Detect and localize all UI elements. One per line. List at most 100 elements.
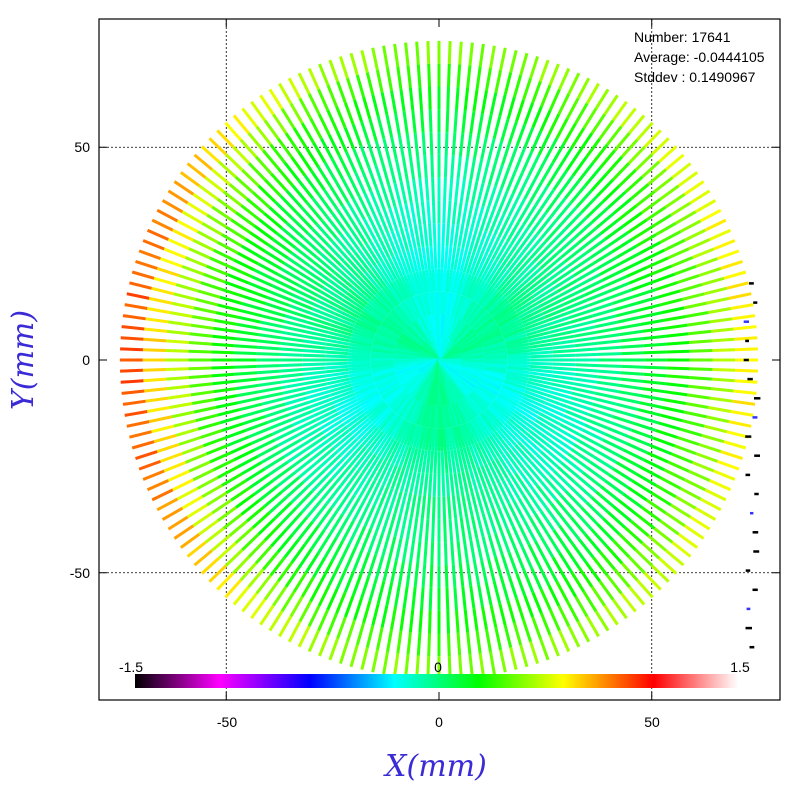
spoke-segment: [459, 249, 469, 272]
spoke-segment: [480, 375, 503, 387]
spoke-segment: [468, 445, 480, 468]
spoke-segment: [571, 391, 595, 401]
spoke-segment: [640, 394, 664, 402]
spoke-segment: [473, 135, 481, 159]
spoke-segment: [500, 578, 510, 602]
spoke-segment: [359, 145, 371, 168]
spoke-segment: [361, 245, 377, 267]
spoke-segment: [351, 123, 363, 147]
spoke-segment: [372, 371, 396, 381]
spoke-segment: [467, 393, 485, 414]
spoke-segment: [481, 289, 499, 309]
spoke-segment: [345, 619, 356, 643]
spoke-segment: [302, 274, 324, 289]
spoke-segment: [280, 341, 304, 348]
spoke-segment: [255, 125, 272, 146]
spoke-segment: [544, 193, 561, 214]
spoke-segment: [497, 215, 511, 238]
spoke-segment: [339, 301, 361, 316]
spoke-segment: [527, 330, 550, 340]
spoke-segment: [566, 405, 590, 417]
spoke-segment: [688, 376, 713, 381]
spoke-segment: [465, 470, 474, 494]
spoke-segment: [315, 408, 338, 422]
spoke-segment: [423, 541, 428, 565]
spoke-segment: [456, 495, 463, 519]
spoke-segment: [577, 567, 594, 588]
spoke-segment: [674, 444, 697, 456]
spoke-segment: [348, 288, 369, 306]
spoke-segment: [350, 417, 371, 435]
spoke-segment: [222, 513, 243, 530]
spoke-segment: [457, 225, 465, 249]
spoke-segment: [335, 591, 347, 615]
spoke-segment: [484, 356, 508, 360]
spoke-segment: [498, 243, 513, 265]
spoke-segment: [142, 348, 166, 352]
spoke-segment: [580, 506, 599, 526]
spoke-segment: [456, 248, 465, 272]
spoke-segment: [497, 482, 511, 505]
spoke-segment: [664, 511, 686, 527]
spoke-segment: [698, 443, 722, 454]
spoke-segment: [370, 356, 394, 360]
spoke-segment: [496, 310, 518, 326]
spoke-segment: [179, 532, 201, 549]
spoke-segment: [420, 109, 425, 133]
spoke-segment: [121, 325, 145, 331]
spoke-segment: [598, 352, 622, 356]
spoke-segment: [394, 538, 403, 562]
spoke-segment: [685, 402, 709, 409]
spoke-segment: [283, 262, 305, 277]
spoke-segment: [695, 452, 719, 463]
spoke-segment: [405, 516, 413, 540]
spoke-segment: [619, 251, 642, 266]
spoke-segment: [500, 142, 511, 166]
spoke-segment: [554, 274, 576, 289]
spoke-segment: [311, 227, 330, 247]
spoke-segment: [353, 448, 370, 469]
spoke-segment: [560, 241, 580, 259]
spoke-segment: [530, 425, 551, 442]
spoke-segment: [434, 268, 439, 292]
spoke-segment: [548, 473, 567, 493]
spoke-segment: [542, 303, 565, 315]
spoke-segment: [590, 496, 610, 514]
spoke-segment: [622, 211, 643, 228]
spoke-segment: [501, 218, 516, 240]
spoke-segment: [529, 368, 553, 374]
spoke-segment: [264, 250, 286, 265]
spoke-segment: [655, 484, 677, 499]
spoke-segment: [487, 558, 496, 582]
spoke-segment: [494, 307, 516, 324]
spoke-segment: [544, 307, 567, 319]
spoke-segment: [649, 264, 673, 276]
spoke-segment: [431, 200, 436, 224]
spoke-segment: [331, 319, 354, 331]
spoke-segment: [564, 490, 583, 509]
spoke-segment: [224, 153, 244, 172]
spoke-segment: [202, 272, 226, 284]
spoke-segment: [475, 320, 497, 336]
spoke-segment: [173, 524, 195, 540]
spoke-segment: [330, 274, 351, 291]
spoke-segment: [599, 485, 620, 502]
spoke-segment: [327, 278, 348, 295]
spoke-segment: [442, 200, 447, 224]
spoke-segment: [353, 99, 363, 122]
spoke-segment: [589, 460, 610, 476]
spoke-segment: [355, 622, 366, 646]
spoke-segment: [643, 365, 667, 370]
spoke-segment: [372, 213, 385, 236]
spoke-segment: [507, 502, 521, 525]
spoke-segment: [594, 88, 610, 110]
spoke-segment: [443, 404, 450, 428]
spoke-segment: [236, 390, 260, 398]
spoke-segment: [431, 519, 435, 543]
spoke-segment: [280, 438, 302, 453]
spoke-segment: [309, 311, 333, 323]
spoke-segment: [594, 391, 618, 400]
spoke-segment: [319, 290, 342, 305]
spoke-segment: [704, 424, 727, 434]
spoke-segment: [617, 204, 638, 221]
